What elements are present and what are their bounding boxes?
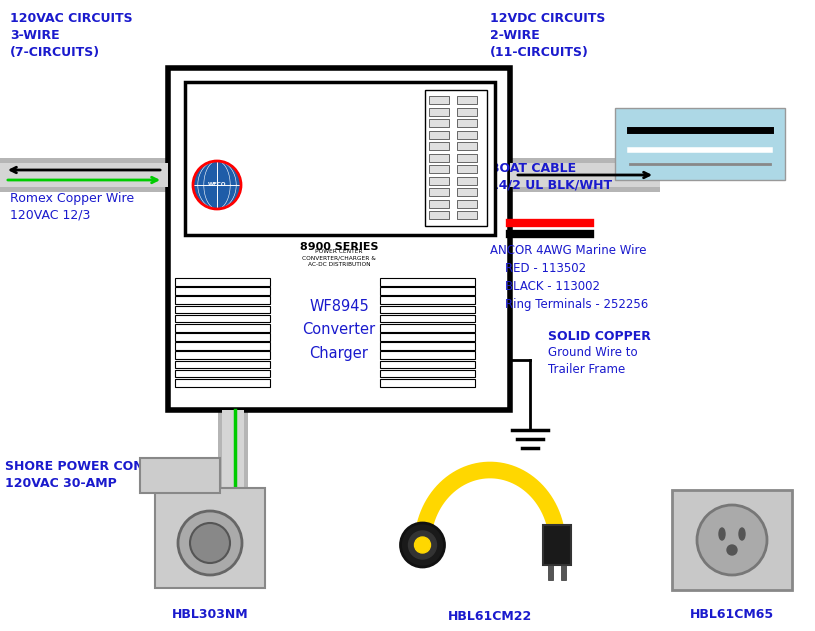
Bar (185, 82, 495, 235)
Bar (175, 360, 270, 368)
Bar (380, 297, 475, 304)
Bar (429, 119, 449, 127)
Text: BOAT CABLE
14/2 UL BLK/WHT: BOAT CABLE 14/2 UL BLK/WHT (490, 162, 612, 192)
Bar (457, 142, 477, 150)
Bar (175, 297, 270, 304)
Bar (457, 107, 477, 115)
Circle shape (415, 537, 430, 553)
Text: 8900 SERIES: 8900 SERIES (300, 242, 378, 252)
Bar (175, 305, 270, 313)
Text: Romex Copper Wire
120VAC 12/3: Romex Copper Wire 120VAC 12/3 (10, 192, 134, 222)
Bar (380, 315, 475, 322)
Bar (175, 324, 270, 331)
Bar (548, 565, 553, 580)
Bar (175, 278, 270, 286)
Bar (175, 333, 270, 341)
Bar (429, 188, 449, 196)
Circle shape (697, 505, 767, 575)
Bar (510, 163, 660, 187)
Bar (380, 305, 475, 313)
Text: POWER CENTER
CONVERTER/CHARGER &
AC-DC DISTRIBUTION: POWER CENTER CONVERTER/CHARGER & AC-DC D… (302, 249, 376, 267)
Bar (175, 379, 270, 387)
Bar (155, 488, 265, 588)
Bar (429, 107, 449, 115)
Circle shape (400, 523, 444, 567)
Bar (429, 96, 449, 104)
Bar (457, 177, 477, 184)
Bar (222, 410, 244, 530)
Bar (429, 177, 449, 184)
Text: SOLID COPPER: SOLID COPPER (548, 330, 651, 343)
Circle shape (408, 531, 437, 559)
Bar (561, 565, 566, 580)
Bar (175, 287, 270, 295)
Bar (429, 211, 449, 219)
Bar (168, 68, 510, 410)
Bar (615, 108, 785, 180)
Bar (140, 458, 220, 493)
Bar (429, 165, 449, 173)
Text: HBL61CM65: HBL61CM65 (690, 608, 774, 621)
Text: SHORE POWER CONNECTION
120VAC 30-AMP: SHORE POWER CONNECTION 120VAC 30-AMP (5, 460, 205, 490)
Ellipse shape (739, 528, 745, 540)
Bar (429, 153, 449, 162)
Bar (380, 360, 475, 368)
Bar (380, 333, 475, 341)
Text: HBL303NM: HBL303NM (172, 608, 249, 621)
Bar (457, 188, 477, 196)
Bar (510, 158, 660, 192)
Bar (457, 119, 477, 127)
Text: WF8945
Converter
Charger: WF8945 Converter Charger (302, 299, 376, 361)
Bar (457, 131, 477, 138)
Bar (0, 158, 168, 192)
Bar (457, 199, 477, 208)
Bar (175, 351, 270, 359)
Bar (380, 379, 475, 387)
Bar (429, 142, 449, 150)
Bar (380, 324, 475, 331)
Text: HBL61CM22: HBL61CM22 (448, 610, 532, 623)
Bar (457, 96, 477, 104)
Bar (380, 278, 475, 286)
Circle shape (727, 545, 737, 555)
Bar (175, 370, 270, 377)
Text: 12VDC CIRCUITS
2-WIRE
(11-CIRCUITS): 12VDC CIRCUITS 2-WIRE (11-CIRCUITS) (490, 12, 606, 59)
Circle shape (178, 511, 242, 575)
Text: WFCO: WFCO (208, 182, 227, 187)
Bar (543, 525, 571, 565)
Bar (380, 287, 475, 295)
Circle shape (193, 161, 241, 209)
Bar (429, 131, 449, 138)
Bar (218, 410, 248, 530)
Bar (380, 342, 475, 350)
Bar (175, 315, 270, 322)
Bar (457, 211, 477, 219)
Ellipse shape (719, 528, 725, 540)
Bar (0, 163, 168, 187)
Bar (457, 165, 477, 173)
Bar (380, 351, 475, 359)
Bar (429, 199, 449, 208)
Text: 120VAC CIRCUITS
3-WIRE
(7-CIRCUITS): 120VAC CIRCUITS 3-WIRE (7-CIRCUITS) (10, 12, 133, 59)
Bar (380, 370, 475, 377)
Text: Ground Wire to
Trailer Frame: Ground Wire to Trailer Frame (548, 346, 637, 376)
Circle shape (190, 523, 230, 563)
Text: ANCOR 4AWG Marine Wire
    RED - 113502
    BLACK - 113002
    Ring Terminals - : ANCOR 4AWG Marine Wire RED - 113502 BLAC… (490, 244, 648, 311)
Bar (175, 342, 270, 350)
Bar (425, 90, 487, 226)
Bar (457, 153, 477, 162)
Bar (672, 490, 792, 590)
